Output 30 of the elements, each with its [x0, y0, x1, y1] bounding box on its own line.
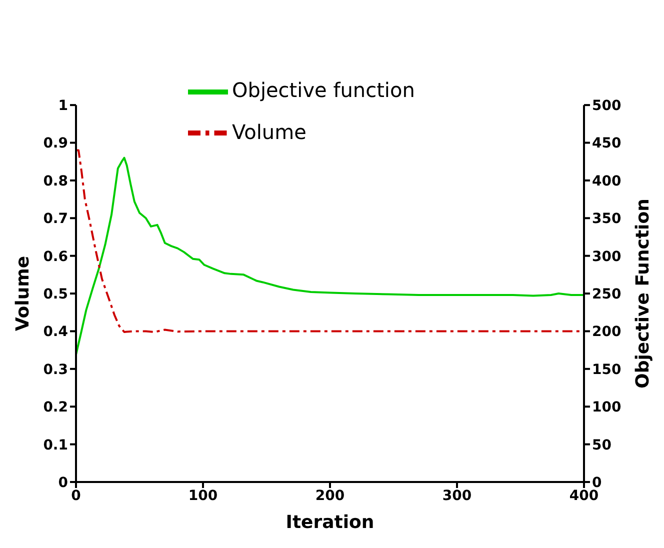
y2-tick-label: 500	[592, 98, 622, 114]
y-tick-label: 0.9	[43, 136, 68, 152]
x-tick-label: 100	[188, 488, 218, 504]
x-tick-label: 200	[315, 488, 345, 504]
y-axis-title: Volume	[12, 256, 34, 332]
y2-tick-label: 300	[592, 248, 622, 265]
legend-label: Volume	[232, 120, 306, 144]
y2-tick-label: 50	[592, 437, 612, 454]
x-tick-label: 0	[71, 488, 82, 504]
y-tick-label: 1	[58, 98, 68, 114]
y-tick-label: 0.7	[43, 211, 68, 228]
y-tick-label: 0.1	[43, 437, 68, 454]
y-tick-label: 0	[58, 474, 68, 491]
y2-axis-title: Objective Function	[632, 198, 654, 388]
y2-tick-label: 200	[592, 324, 622, 340]
y2-tick-label: 150	[592, 362, 622, 378]
x-tick-label: 300	[442, 488, 472, 504]
y2-tick-label: 250	[592, 286, 622, 302]
y-tick-label: 0.8	[43, 173, 68, 190]
y2-tick-label: 100	[592, 400, 622, 416]
y2-tick-label: 400	[592, 173, 622, 190]
y2-tick-label: 450	[592, 136, 622, 152]
y2-tick-label: 350	[592, 211, 622, 228]
legend-label: Objective function	[232, 78, 415, 102]
y-tick-label: 0.4	[43, 324, 68, 340]
y-tick-label: 0.6	[43, 248, 68, 265]
y-tick-label: 0.2	[43, 400, 68, 416]
y-tick-label: 0.3	[43, 362, 68, 378]
x-axis-title: Iteration	[286, 512, 374, 533]
y-tick-label: 0.5	[43, 286, 68, 302]
